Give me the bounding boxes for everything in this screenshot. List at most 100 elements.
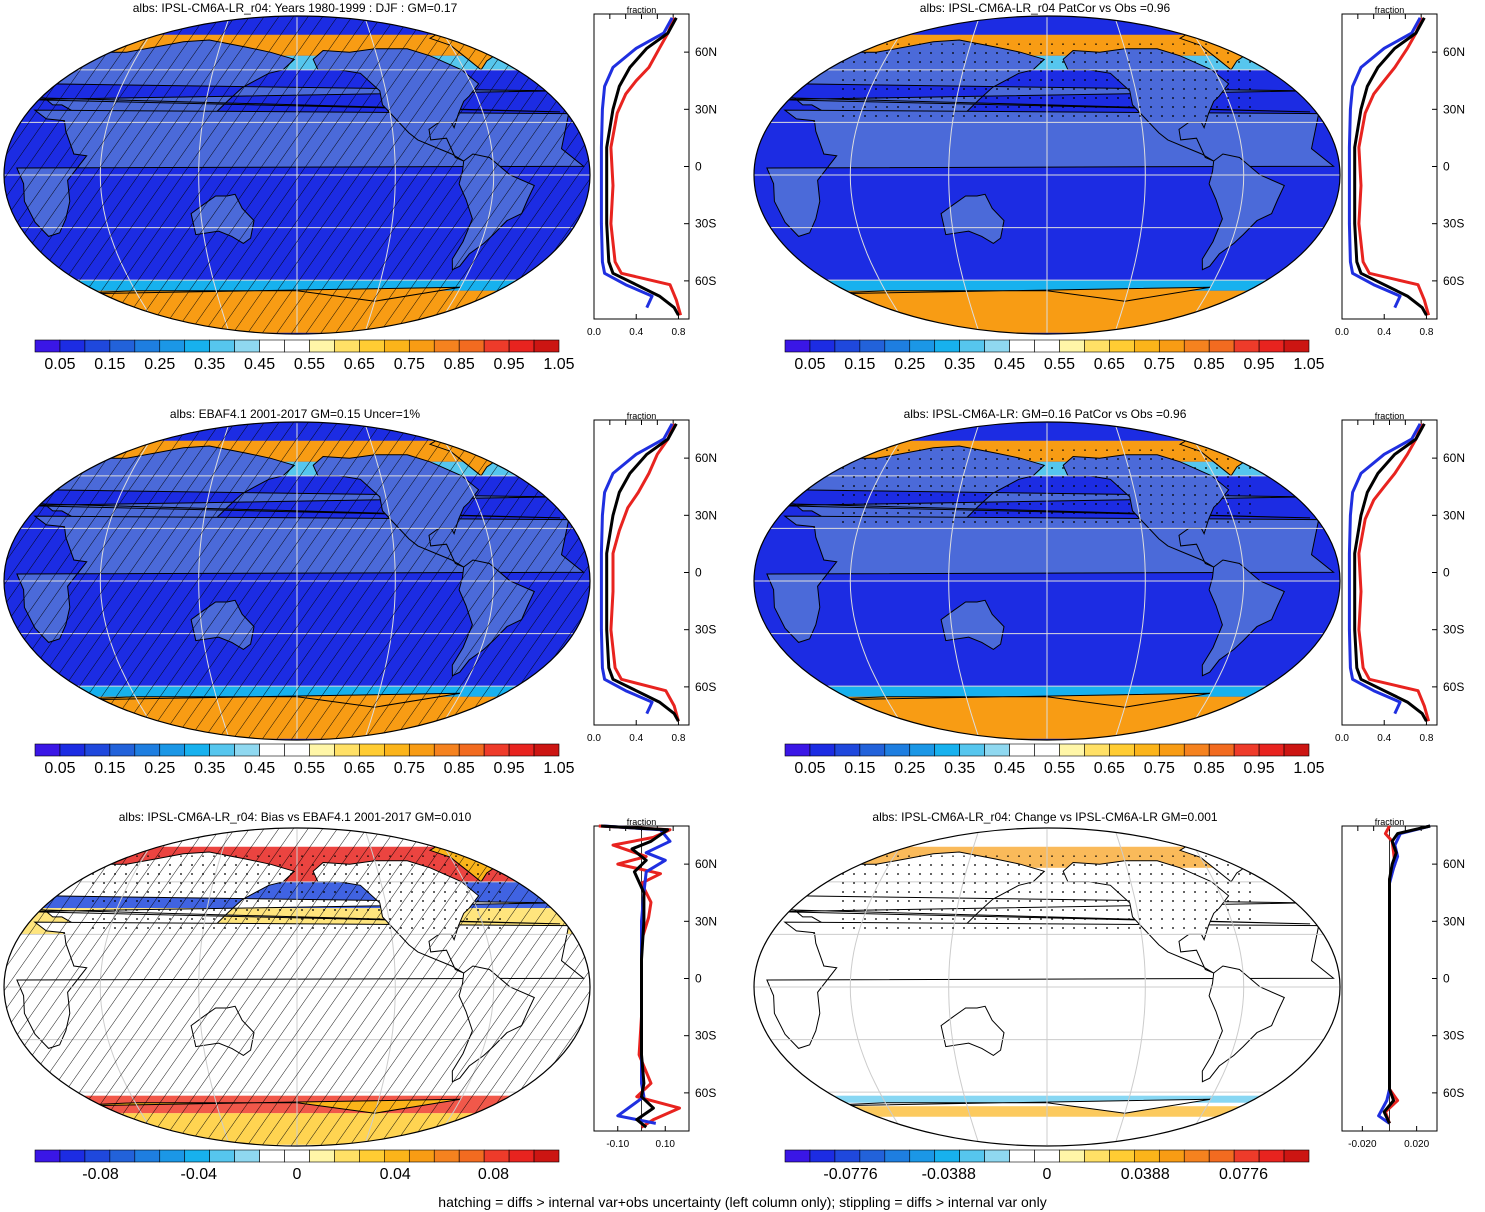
profile-lat-label: 30N: [1443, 102, 1465, 116]
colorbar-label: 0.95: [1244, 760, 1275, 777]
profile-lat-label: 30N: [1443, 914, 1465, 928]
colorbar-swatch: [1084, 743, 1110, 757]
profile-lat-label: 0: [1443, 972, 1450, 986]
colorbar-swatch: [1134, 1149, 1160, 1163]
colorbar-label: 0.75: [394, 356, 425, 373]
colorbar-swatch: [859, 339, 886, 353]
colorbar-label: 0.45: [994, 760, 1025, 777]
colorbar-label: 1.05: [543, 760, 574, 777]
profile-lat-label: 30S: [1443, 217, 1464, 231]
colorbar-label: 0.25: [144, 760, 175, 777]
colorbar-swatch: [309, 1149, 335, 1163]
colorbar-swatch: [1258, 743, 1285, 757]
colorbar-r2c1: 0.05 0.15 0.25 0.35 0.45 0.55 0.65 0.75 0.85 0.95…: [34, 743, 575, 777]
colorbar-swatch: [959, 339, 985, 353]
profile-x-tick-label: 0.0: [1335, 733, 1349, 744]
colorbar-label: 0.85: [444, 760, 475, 777]
colorbar-swatch: [1158, 1149, 1185, 1163]
colorbar-label: 0.05: [794, 356, 825, 373]
map-border: [753, 421, 1341, 741]
colorbar-swatch: [159, 743, 186, 757]
map-r1c2: [753, 15, 1341, 335]
colorbar-label: 1.05: [1293, 760, 1324, 777]
colorbar-swatch: [259, 1149, 285, 1163]
colorbar-swatch: [1208, 743, 1235, 757]
profile-x-tick-label: 0.4: [629, 327, 643, 338]
zonal-profile-r1c1: fraction 60N 30N 0 30S 60S 0.0 0.4 0.8: [587, 5, 717, 338]
profile-series-0: [609, 17, 683, 316]
colorbar-label: 0.95: [494, 356, 525, 373]
profile-x-tick-label: -0.10: [606, 1139, 629, 1150]
panel-title-r1c1: albs: IPSL-CM6A-LR_r04: Years 1980-1999 …: [132, 1, 458, 15]
colorbar-label: 0.75: [1144, 760, 1175, 777]
profile-frame: [1341, 13, 1438, 320]
colorbar-label: 0.35: [944, 356, 975, 373]
colorbar-swatch: [1059, 1149, 1085, 1163]
colorbar-swatch: [84, 743, 111, 757]
colorbar-swatch: [1109, 339, 1135, 353]
colorbar-swatch: [859, 743, 886, 757]
colorbar-swatch: [1109, 1149, 1135, 1163]
colorbar-swatch: [909, 743, 936, 757]
colorbar-label: 0.85: [444, 356, 475, 373]
colorbar-swatch: [1158, 743, 1185, 757]
zonal-profile-r1c2: fraction 60N 30N 0 30S 60S 0.0 0.4 0.8: [1335, 5, 1465, 338]
zonal-profile-r2c1: fraction 60N 30N 0 30S 60S 0.0 0.4 0.8: [587, 411, 717, 744]
colorbar-swatch: [1134, 743, 1160, 757]
colorbar-swatch: [1208, 339, 1235, 353]
colorbar-r3c2: -0.0776 -0.0388 0 0.0388 0.0776: [784, 1149, 1310, 1183]
profile-frame: [1341, 419, 1438, 726]
colorbar-label: -0.08: [82, 1166, 119, 1183]
profile-lat-label: 60N: [1443, 451, 1465, 465]
profile-lat-label: 30N: [1443, 508, 1465, 522]
profile-lat-label: 30S: [695, 623, 716, 637]
colorbar-swatch: [408, 339, 435, 353]
colorbar-label: 0.35: [194, 356, 225, 373]
zonal-profile-r3c2: fraction 60N 30N 0 30S 60S -0.020 0.020: [1341, 817, 1465, 1150]
colorbar-swatch: [334, 743, 360, 757]
profile-lat-label: 0: [695, 972, 702, 986]
colorbar-swatch: [508, 1149, 535, 1163]
colorbar-swatch: [259, 743, 285, 757]
colorbar-swatch: [884, 1149, 911, 1163]
profile-series-2: [601, 824, 670, 1129]
profile-series-1: [599, 17, 674, 309]
colorbar-label: 0.95: [1244, 356, 1275, 373]
colorbar-swatch: [184, 339, 210, 353]
colorbar-label: 0: [1043, 1166, 1052, 1183]
colorbar-r2c2: 0.05 0.15 0.25 0.35 0.45 0.55 0.65 0.75 0.85 0.95…: [784, 743, 1325, 777]
colorbar-swatch: [1283, 339, 1310, 353]
map-border: [3, 421, 591, 741]
colorbar-label: 0.04: [380, 1166, 411, 1183]
colorbar-swatch: [1233, 339, 1260, 353]
colorbar-swatch: [234, 1149, 260, 1163]
colorbar-swatch: [1034, 1149, 1060, 1163]
zonal-profile-r3c1: fraction 60N 30N 0 30S 60S -0.10 0.10: [593, 817, 717, 1150]
continent-samerica: [1201, 965, 1285, 1083]
map-r2c2: [753, 421, 1341, 741]
map-stippling: [840, 449, 1254, 529]
colorbar-swatch: [859, 1149, 886, 1163]
colorbar-swatch: [433, 743, 460, 757]
colorbar-label: 0.15: [94, 760, 125, 777]
profile-x-tick-label: -0.020: [1348, 1139, 1377, 1150]
colorbar-swatch: [784, 743, 811, 757]
colorbar-label: 1.05: [543, 356, 574, 373]
profile-title: fraction: [1375, 817, 1405, 827]
panel-title-r2c1: albs: EBAF4.1 2001-2017 GM=0.15 Uncer=1%: [169, 407, 421, 421]
colorbar-swatch: [134, 1149, 161, 1163]
profile-lat-label: 60S: [1443, 1086, 1464, 1100]
colorbar-swatch: [209, 339, 235, 353]
colorbar-swatch: [959, 1149, 985, 1163]
colorbar-label: 0.85: [1194, 356, 1225, 373]
colorbar-swatch: [384, 1149, 410, 1163]
colorbar-swatch: [809, 1149, 836, 1163]
profile-title: fraction: [1375, 5, 1405, 15]
profile-lat-label: 60S: [1443, 680, 1464, 694]
profile-lat-label: 30S: [695, 217, 716, 231]
colorbar-label: 0.65: [344, 760, 375, 777]
profile-lat-label: 60S: [695, 680, 716, 694]
map-stippling: [90, 855, 504, 935]
profile-title: fraction: [1375, 411, 1405, 421]
profile-series-2: [605, 423, 680, 722]
